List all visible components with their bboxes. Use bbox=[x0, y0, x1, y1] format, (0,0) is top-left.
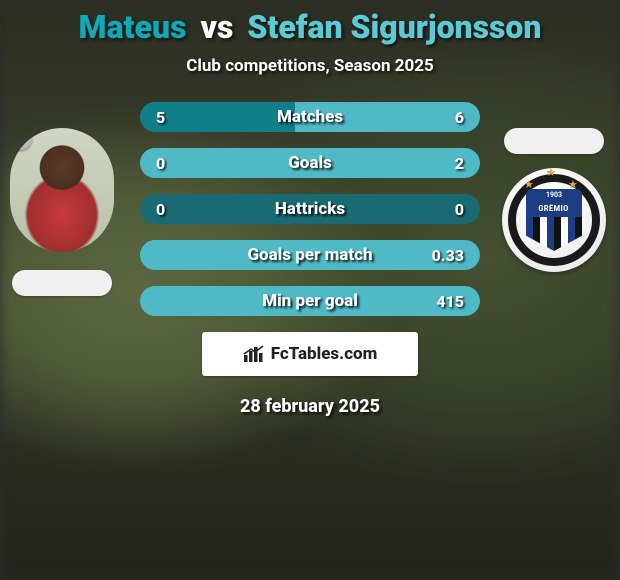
title-player2: Stefan Sigurjonsson bbox=[247, 8, 541, 46]
player1-panel bbox=[8, 128, 116, 296]
page-title: Mateus vs Stefan Sigurjonsson bbox=[0, 0, 620, 46]
player2-panel: ★ ★ ★ 1903 GRÊMIO bbox=[496, 128, 612, 272]
title-vs: vs bbox=[194, 8, 239, 46]
stat-row: 0.33Goals per match bbox=[140, 240, 480, 270]
stat-row: 56Matches bbox=[140, 102, 480, 132]
stat-row: 02Goals bbox=[140, 148, 480, 178]
player1-avatar bbox=[10, 128, 114, 252]
club-badge: ★ ★ ★ 1903 GRÊMIO bbox=[502, 168, 606, 272]
brand-text: FcTables.com bbox=[271, 344, 378, 364]
stat-row: 00Hattricks bbox=[140, 194, 480, 224]
club-badge-name: GRÊMIO bbox=[539, 204, 569, 213]
stat-label: Min per goal bbox=[140, 286, 480, 316]
stat-row: 415Min per goal bbox=[140, 286, 480, 316]
comparison-chart: 56Matches 02Goals 00Hattricks 0.33Goals per… bbox=[140, 102, 480, 316]
club-badge-stripes bbox=[526, 217, 582, 251]
star-icon: ★ bbox=[546, 166, 556, 179]
stat-label: Matches bbox=[140, 102, 480, 132]
club-badge-shield: 1903 GRÊMIO bbox=[526, 189, 582, 251]
date-text: 28 february 2025 bbox=[0, 396, 620, 417]
stat-label: Goals per match bbox=[140, 240, 480, 270]
brand-badge: FcTables.com bbox=[202, 332, 418, 376]
club-badge-top: 1903 GRÊMIO bbox=[526, 189, 582, 217]
stat-label: Hattricks bbox=[140, 194, 480, 224]
player2-flag-oval bbox=[504, 128, 604, 154]
club-badge-year: 1903 bbox=[526, 191, 582, 199]
stat-label: Goals bbox=[140, 148, 480, 178]
silver-dot-icon bbox=[10, 128, 32, 150]
subtitle: Club competitions, Season 2025 bbox=[0, 56, 620, 76]
bar-chart-icon bbox=[243, 345, 265, 363]
title-player1: Mateus bbox=[79, 8, 187, 46]
player1-flag-oval bbox=[12, 270, 112, 296]
